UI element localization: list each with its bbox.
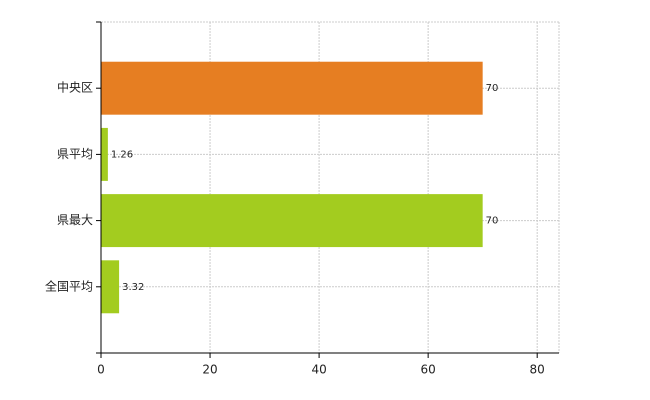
y-tick-label: 県最大 [57, 213, 93, 227]
y-tick-label: 全国平均 [45, 278, 93, 293]
bar [101, 194, 483, 248]
x-tick-label: 20 [202, 363, 217, 377]
value-label: 70 [486, 216, 499, 227]
bar [101, 61, 483, 115]
value-label: 70 [486, 83, 499, 94]
x-tick-label: 80 [530, 363, 545, 377]
bar [101, 127, 108, 181]
value-label: 1.26 [111, 149, 133, 160]
y-tick-label: 中央区 [57, 80, 93, 95]
y-tick-label: 県平均 [57, 147, 93, 161]
value-label: 3.32 [122, 282, 144, 293]
x-tick-label: 0 [97, 363, 105, 377]
bar [101, 260, 120, 314]
x-tick-label: 60 [421, 363, 436, 377]
x-tick-label: 40 [311, 363, 326, 377]
